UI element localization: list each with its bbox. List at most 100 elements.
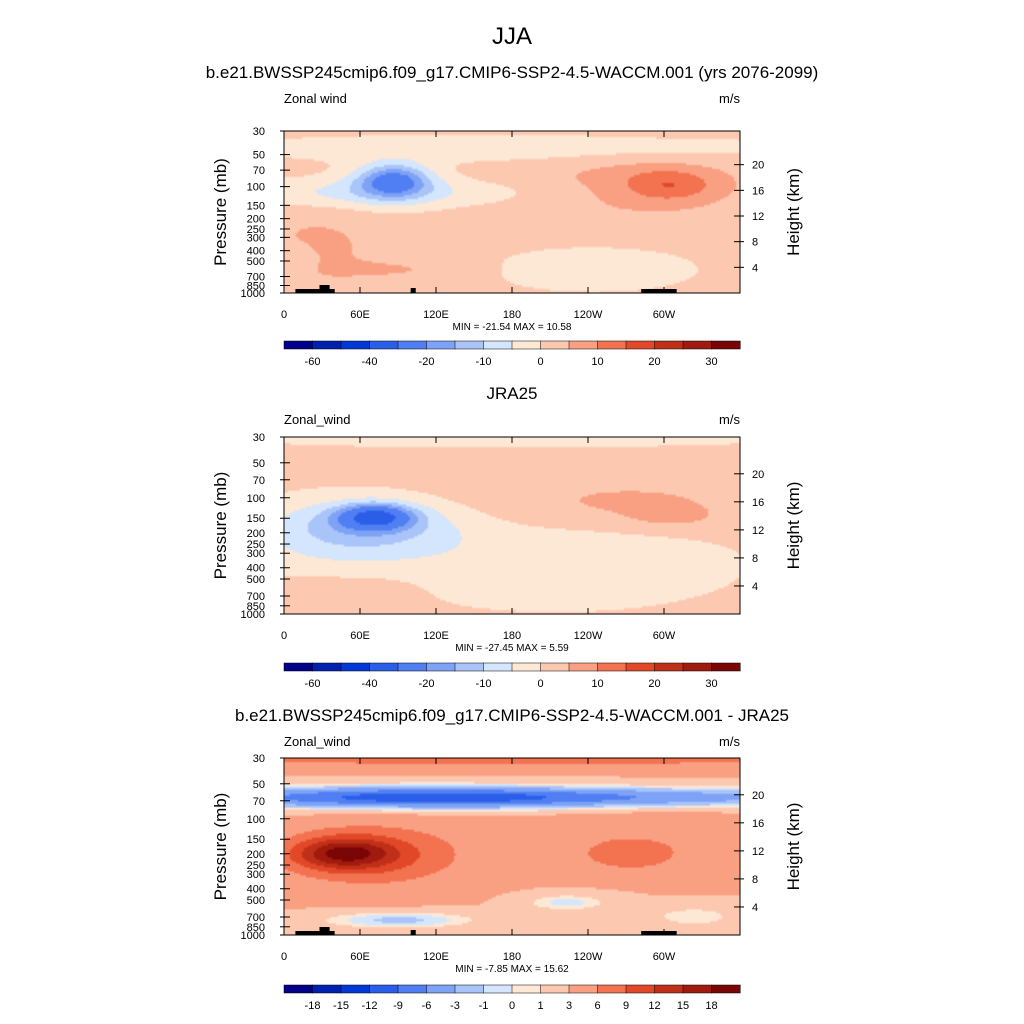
colorbar-label: 9 <box>623 1000 629 1012</box>
pressure-tick-label: 200 <box>247 214 265 226</box>
colorbar-swatch <box>312 340 342 350</box>
y-axis-label: Pressure (mb) <box>211 472 230 580</box>
colorbar-swatch <box>511 984 542 994</box>
contour-field <box>284 758 740 935</box>
colorbar-swatch <box>340 984 371 994</box>
colorbar-swatch <box>625 984 656 994</box>
min-max-stats: MIN = -7.85 MAX = 15.62 <box>455 964 569 975</box>
colorbar-swatch <box>597 662 627 672</box>
colorbar-swatch <box>283 984 314 994</box>
height-tick-label: 20 <box>752 790 764 802</box>
height-tick-label: 4 <box>752 902 758 914</box>
longitude-tick-label: 180 <box>503 951 521 963</box>
colorbar-label: -60 <box>305 678 321 690</box>
longitude-tick-label: 0 <box>281 630 287 642</box>
longitude-tick-label: 60E <box>350 630 370 642</box>
colorbar-swatch <box>682 662 713 672</box>
min-max-stats: MIN = -21.54 MAX = 10.58 <box>453 322 572 333</box>
colorbar-swatch <box>511 662 542 672</box>
height-tick-label: 20 <box>752 469 764 481</box>
chart-panel-1: b.e21.BWSSP245cmip6.f09_g17.CMIP6-SSP2-4… <box>206 63 819 368</box>
pressure-tick-label: 30 <box>253 126 265 138</box>
colorbar-swatch <box>597 340 627 350</box>
colorbar-swatch <box>511 340 542 350</box>
pressure-tick-label: 50 <box>253 779 265 791</box>
height-tick-label: 16 <box>752 185 764 197</box>
colorbar-label: -20 <box>419 678 435 690</box>
panel-units-label: m/s <box>719 412 740 427</box>
pressure-tick-label: 850 <box>247 280 265 292</box>
pressure-tick-label: 30 <box>253 432 265 444</box>
colorbar-label: 20 <box>648 356 660 368</box>
colorbar-swatch <box>283 662 314 672</box>
colorbar-swatch <box>625 340 656 350</box>
y-axis-label-right: Height (km) <box>784 168 803 256</box>
pressure-tick-label: 500 <box>247 895 265 907</box>
colorbar-swatch <box>369 662 399 672</box>
height-tick-label: 4 <box>752 262 758 274</box>
colorbar-swatch <box>597 984 627 994</box>
pressure-tick-label: 250 <box>247 539 265 551</box>
colorbar-swatch <box>682 340 713 350</box>
colorbar: -60 -40 -20 -10 0 10 20 30 <box>283 340 741 368</box>
colorbar-label: 15 <box>677 1000 689 1012</box>
colorbar-label: 10 <box>591 678 603 690</box>
colorbar-swatch <box>625 662 656 672</box>
pressure-tick-label: 100 <box>247 182 265 194</box>
colorbar-swatch <box>711 984 741 994</box>
colorbar-swatch <box>312 984 342 994</box>
height-tick-label: 16 <box>752 818 764 830</box>
topography-mask <box>295 927 677 935</box>
pressure-tick-label: 150 <box>247 834 265 846</box>
colorbar-label: 0 <box>537 678 543 690</box>
pressure-tick-label: 400 <box>247 884 265 896</box>
pressure-tick-label: 700 <box>247 591 265 603</box>
colorbar-swatch <box>540 340 570 350</box>
colorbar-swatch <box>568 984 599 994</box>
longitude-tick-label: 120W <box>574 951 603 963</box>
colorbar: -18 -15 -12 -9 -6 -3 -1 0 1 3 6 9 12 15 18 <box>283 984 741 1012</box>
height-tick-label: 8 <box>752 237 758 249</box>
colorbar-label: 6 <box>594 1000 600 1012</box>
colorbar-swatch <box>397 662 428 672</box>
colorbar-label: 12 <box>648 1000 660 1012</box>
colorbar-label: -40 <box>362 356 378 368</box>
longitude-tick-label: 120E <box>423 309 449 321</box>
panel-units-label: m/s <box>719 91 740 106</box>
pressure-tick-label: 1000 <box>241 930 265 942</box>
pressure-tick-label: 400 <box>247 246 265 258</box>
colorbar-swatch <box>654 984 684 994</box>
y-axis-label-right: Height (km) <box>784 482 803 570</box>
colorbar-swatch <box>682 984 713 994</box>
colorbar-label: -12 <box>362 1000 378 1012</box>
colorbar-swatch <box>711 340 741 350</box>
colorbar-swatch <box>426 662 456 672</box>
colorbar-label: -10 <box>476 678 492 690</box>
colorbar-label: -15 <box>333 1000 349 1012</box>
height-tick-label: 8 <box>752 553 758 565</box>
colorbar-label: -18 <box>305 1000 321 1012</box>
colorbar-swatch <box>340 340 371 350</box>
pressure-tick-label: 1000 <box>241 609 265 621</box>
colorbar-label: 0 <box>537 356 543 368</box>
colorbar-swatch <box>369 984 399 994</box>
height-tick-label: 8 <box>752 874 758 886</box>
colorbar-swatch <box>540 984 570 994</box>
colorbar-label: 10 <box>591 356 603 368</box>
pressure-tick-label: 70 <box>253 796 265 808</box>
longitude-tick-label: 120W <box>574 630 603 642</box>
pressure-tick-label: 500 <box>247 256 265 268</box>
colorbar-swatch <box>654 662 684 672</box>
longitude-tick-label: 60W <box>653 309 676 321</box>
height-tick-label: 12 <box>752 211 764 223</box>
colorbar-label: -60 <box>305 356 321 368</box>
colorbar-label: -9 <box>393 1000 403 1012</box>
pressure-tick-label: 300 <box>247 232 265 244</box>
colorbar-swatch <box>540 662 570 672</box>
colorbar-swatch <box>397 984 428 994</box>
colorbar-swatch <box>397 340 428 350</box>
colorbar-swatch <box>654 340 684 350</box>
pressure-tick-label: 400 <box>247 563 265 575</box>
pressure-tick-label: 50 <box>253 458 265 470</box>
